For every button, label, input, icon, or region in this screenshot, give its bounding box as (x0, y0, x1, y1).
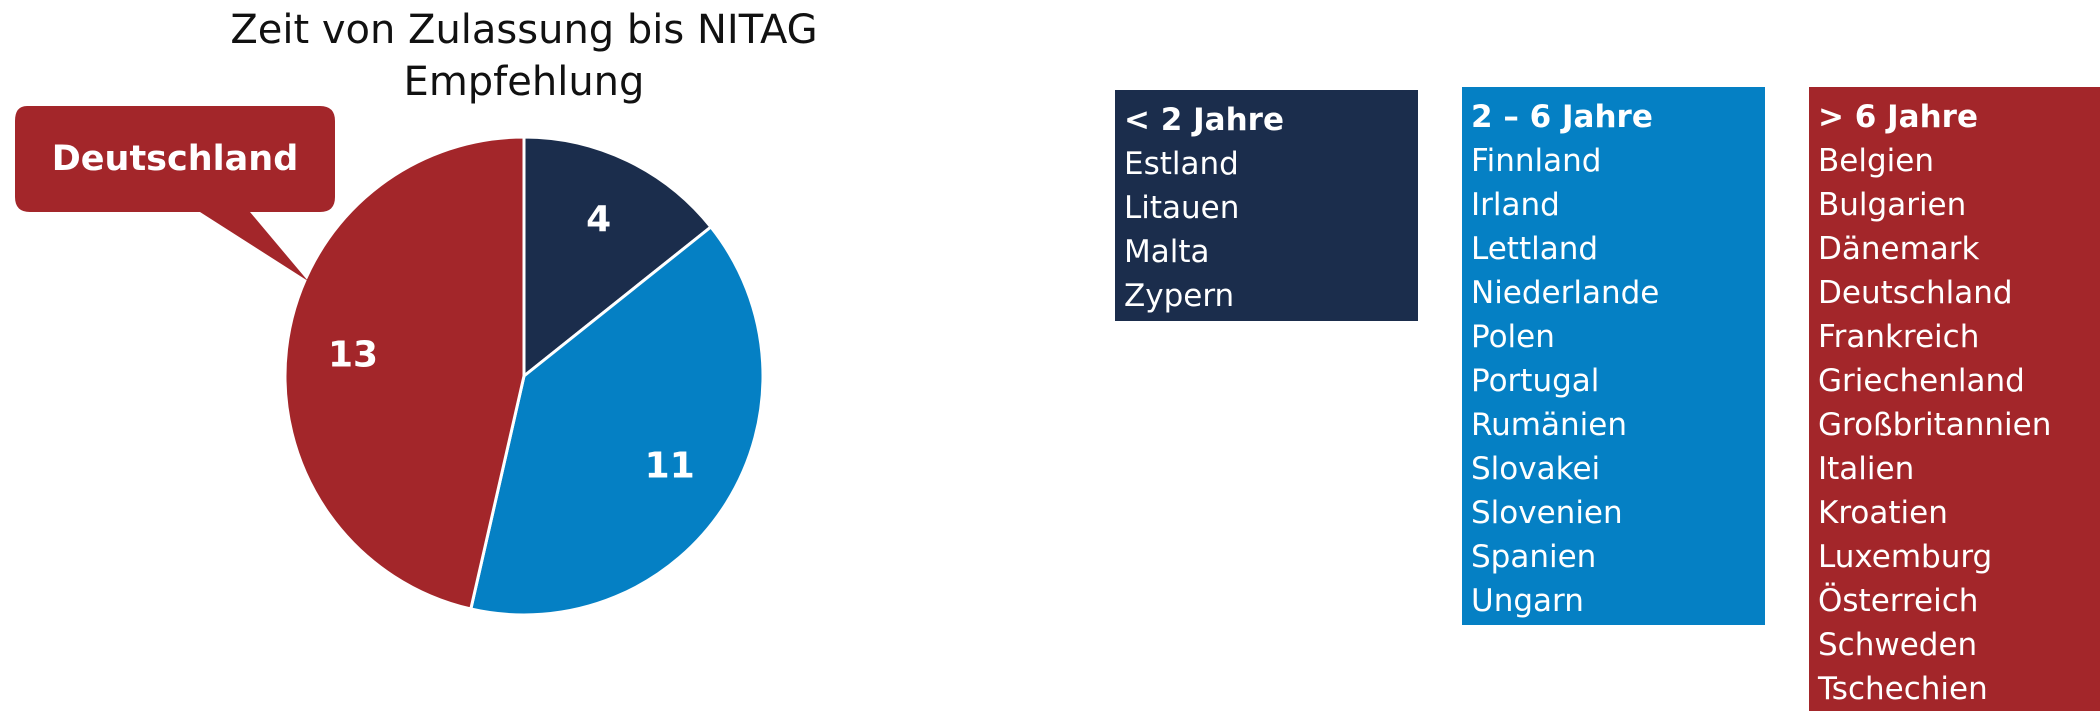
country: Griechenland (1818, 363, 2025, 399)
country: Schweden (1818, 627, 1978, 663)
country: Slovenien (1471, 495, 1623, 531)
country: Polen (1471, 319, 1555, 355)
country: Österreich (1818, 583, 1979, 619)
pie-slice (469, 224, 765, 617)
data-label: 11 (645, 446, 695, 487)
group-title: 2 – 6 Jahre (1471, 99, 1653, 135)
country: Großbritannien (1818, 407, 2052, 443)
country: Portugal (1471, 363, 1600, 399)
country: Tschechien (1818, 671, 1988, 707)
callout-label: Deutschland (52, 139, 299, 179)
group-title: < 2 Jahre (1124, 102, 1284, 138)
pie-slice (283, 135, 526, 611)
callout-box (15, 106, 335, 281)
data-label: 13 (328, 335, 378, 376)
country: Kroatien (1818, 495, 1948, 531)
data-label: 4 (586, 199, 611, 240)
country: Litauen (1124, 190, 1240, 226)
country: Zypern (1124, 278, 1235, 314)
country: Malta (1124, 234, 1210, 270)
country: Slovakei (1471, 451, 1601, 487)
country: Frankreich (1818, 319, 1980, 355)
country: Estland (1124, 146, 1239, 182)
country: Rumänien (1471, 407, 1627, 443)
group-box: < 2 Jahre Estland Litauen Malta Zypern (1115, 90, 1418, 321)
country: Bulgarien (1818, 187, 1967, 223)
country: Spanien (1471, 539, 1597, 575)
country: Lettland (1471, 231, 1599, 267)
country: Ungarn (1471, 583, 1584, 619)
country: Deutschland (1818, 275, 2013, 311)
country: Dänemark (1818, 231, 1980, 267)
group-box: > 6 Jahre Belgien Bulgarien Dänemark Deutsch… (1809, 87, 2100, 711)
country: Italien (1818, 451, 1915, 487)
country: Irland (1471, 187, 1560, 223)
country: Niederlande (1471, 275, 1660, 311)
group-box: 2 – 6 Jahre Finnland Irland Lettland Niederl… (1462, 87, 1765, 625)
pie-slice (522, 135, 713, 380)
country: Luxemburg (1818, 539, 1993, 575)
chart-title: Zeit von Zulassung bis NITAG Empfehlung (230, 7, 818, 105)
country: Belgien (1818, 143, 1934, 179)
country: Finnland (1471, 143, 1602, 179)
group-title: > 6 Jahre (1818, 99, 1978, 135)
